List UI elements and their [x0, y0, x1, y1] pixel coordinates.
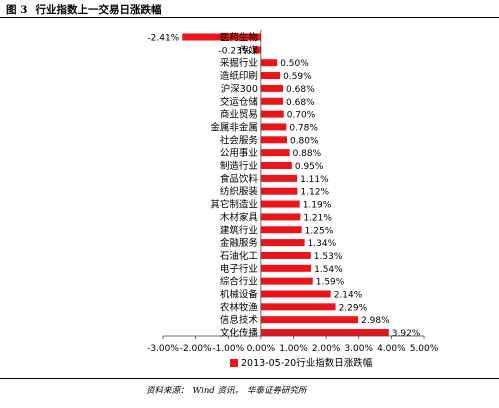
bar	[260, 303, 336, 311]
value-label: 1.12%	[300, 188, 329, 198]
value-label: 0.59%	[283, 72, 312, 82]
category-label: 金融服务	[220, 237, 259, 249]
bar	[260, 174, 298, 182]
bar	[260, 97, 284, 105]
category-label: 文化传播	[220, 327, 259, 339]
value-label: 0.95%	[295, 162, 324, 172]
x-tick-label: 4.00%	[377, 344, 406, 354]
bar	[253, 46, 261, 54]
value-label: 1.19%	[303, 201, 332, 211]
bar	[260, 123, 287, 131]
category-label: 纺织服装	[220, 186, 259, 198]
category-label: 造纸印刷	[220, 70, 258, 82]
category-label: 沪深300	[221, 83, 258, 95]
top-rule	[0, 17, 499, 18]
category-label: 信息技术	[220, 314, 259, 326]
category-label: 交运仓储	[220, 96, 259, 108]
value-label: 1.59%	[316, 278, 345, 288]
category-label: 建筑行业	[220, 224, 258, 236]
category-label: 石油化工	[220, 250, 259, 262]
x-tick-label: -2.00%	[180, 344, 212, 354]
value-label: 1.25%	[305, 226, 334, 236]
value-label: 0.70%	[287, 111, 316, 121]
category-label: 其它制造业	[210, 199, 258, 211]
bar	[260, 213, 301, 221]
source-note: 资料来源： Wind 资讯， 华泰证券研究所	[146, 384, 310, 396]
category-label: 医药生物	[220, 32, 259, 44]
chart-legend: 2013-05-20行业指数日涨跌幅	[230, 355, 372, 369]
category-label: 社会服务	[220, 134, 259, 146]
value-label: 1.34%	[308, 239, 337, 249]
value-label: 0.80%	[290, 136, 319, 146]
value-label: 2.29%	[339, 303, 368, 313]
category-label: 传媒	[239, 44, 259, 56]
value-label: 3.92%	[392, 329, 421, 339]
value-label: 2.14%	[334, 291, 363, 301]
bar	[260, 264, 312, 272]
x-tick-label: 3.00%	[344, 344, 373, 354]
value-label: 0.68%	[286, 85, 315, 95]
bar	[260, 59, 278, 67]
bar	[260, 162, 292, 169]
bar	[182, 33, 261, 41]
x-tick-label: -1.00%	[212, 344, 244, 354]
value-label: 0.50%	[280, 59, 309, 69]
category-label: 电子行业	[220, 263, 258, 275]
x-tick-label: 1.00%	[279, 344, 308, 354]
source-label: 资料来源：	[146, 386, 189, 396]
x-tick-label: -3.00%	[147, 344, 179, 354]
value-label: 0.78%	[289, 123, 318, 133]
bar	[260, 316, 359, 324]
bar	[260, 72, 281, 80]
category-label: 机械设备	[220, 289, 259, 301]
value-label: -0.23%	[219, 46, 251, 56]
value-label: 0.68%	[286, 98, 315, 108]
category-label: 商业贸易	[220, 109, 258, 121]
x-tick-label: 2.00%	[312, 344, 341, 354]
bar	[260, 200, 300, 208]
source-text: Wind 资讯，	[192, 386, 243, 396]
bar	[260, 226, 302, 234]
figure-number: 图 3	[6, 4, 28, 16]
bar	[260, 277, 313, 285]
category-label: 制造行业	[220, 160, 258, 172]
x-tick-label: 0.00%	[247, 344, 276, 354]
bar	[260, 110, 284, 118]
bar	[260, 251, 311, 259]
category-label: 公用事业	[220, 147, 258, 159]
category-label: 食品饮料	[220, 173, 259, 185]
category-label: 木材家具	[220, 211, 259, 223]
value-label: 1.54%	[314, 265, 343, 275]
category-label: 金属非金属	[210, 121, 258, 133]
bottom-rule	[0, 378, 499, 379]
figure-caption: 行业指数上一交易日涨跌幅	[35, 4, 162, 16]
category-label: 农林牧渔	[220, 301, 259, 313]
value-label: 1.53%	[314, 252, 343, 262]
source-org: 华泰证券研究所	[246, 386, 307, 396]
value-label: 1.11%	[300, 175, 329, 185]
category-label: 综合行业	[220, 276, 258, 288]
legend-swatch	[230, 359, 238, 367]
legend-label: 2013-05-20行业指数日涨跌幅	[241, 358, 373, 369]
figure-title: 图 3 行业指数上一交易日涨跌幅	[6, 2, 161, 17]
bar	[260, 136, 287, 144]
value-label: 1.21%	[303, 213, 332, 223]
bar	[260, 187, 298, 195]
bar	[260, 290, 331, 298]
x-tick-label: 5.00%	[410, 344, 439, 354]
bar	[260, 239, 305, 247]
bar	[260, 329, 389, 337]
value-label: 0.88%	[293, 149, 322, 159]
value-label: -2.41%	[147, 34, 179, 44]
bar	[260, 149, 290, 157]
bar	[260, 84, 284, 92]
category-label: 采掘行业	[220, 57, 258, 69]
value-label: 2.98%	[361, 316, 390, 326]
